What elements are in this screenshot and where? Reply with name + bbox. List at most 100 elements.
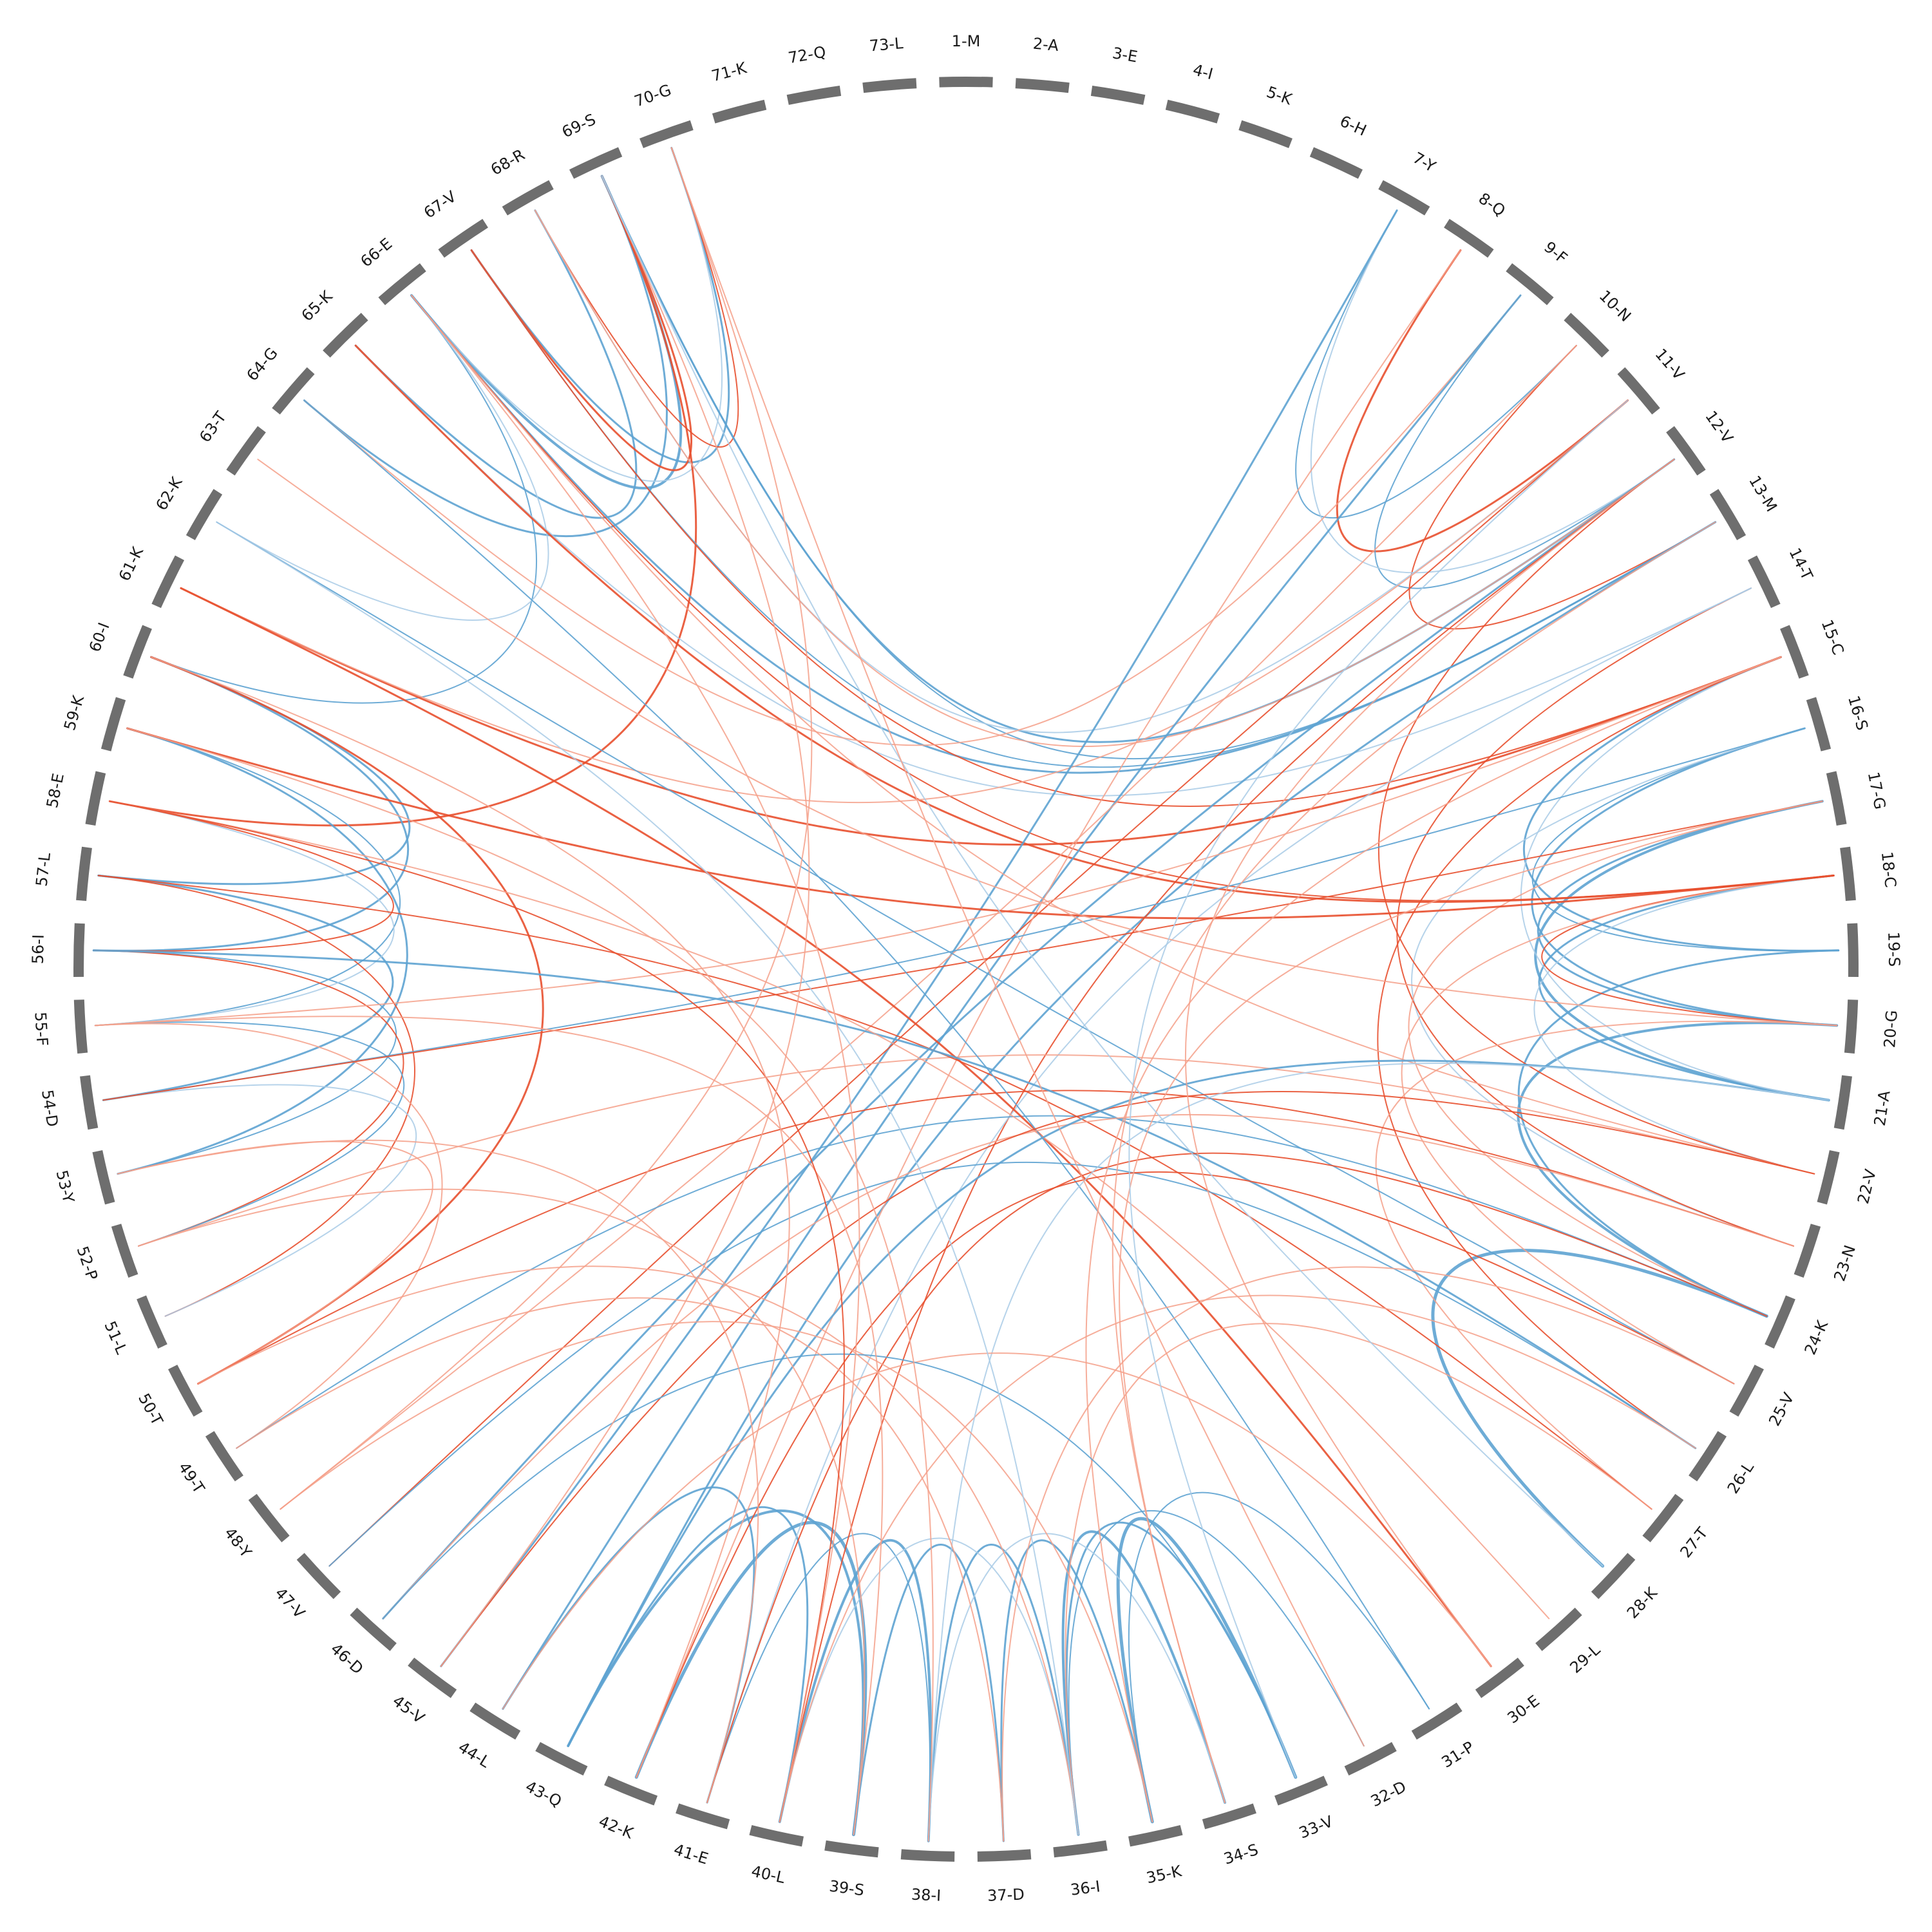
contact-link xyxy=(411,147,723,482)
residue-label: 19-S xyxy=(1884,931,1903,967)
residue-segment xyxy=(1617,367,1660,415)
residue-segments xyxy=(73,76,1859,1862)
residue-segment xyxy=(1729,1365,1764,1417)
contact-link xyxy=(601,175,1604,1567)
residue-segment xyxy=(226,426,266,476)
contact-link xyxy=(1061,1530,1226,1836)
contact-link xyxy=(1411,727,1806,1247)
residue-segment xyxy=(1847,923,1859,977)
contact-link xyxy=(93,949,404,1247)
residue-segment xyxy=(1780,625,1809,679)
residue-segment xyxy=(80,1075,99,1130)
residue-label: 37-D xyxy=(987,1885,1025,1904)
residue-segment xyxy=(1794,1224,1821,1278)
residue-label: 6-H xyxy=(1337,112,1369,140)
contact-link xyxy=(1378,459,1815,1175)
contact-link xyxy=(328,1161,1696,1567)
residue-segment xyxy=(1806,697,1832,752)
residue-segment xyxy=(205,1431,243,1482)
contact-link xyxy=(1116,1517,1298,1824)
residue-segment xyxy=(1826,771,1847,826)
residue-segment xyxy=(535,1741,588,1776)
residue-label: 14-T xyxy=(1786,545,1817,583)
residue-segment xyxy=(1238,120,1293,148)
residue-label: 40-L xyxy=(750,1862,787,1888)
residue-label: 62-K xyxy=(152,473,186,514)
contact-link xyxy=(126,727,1835,920)
contact-link xyxy=(567,1059,1830,1747)
residue-label: 46-D xyxy=(327,1640,367,1678)
contact-link xyxy=(1085,656,1782,1823)
residue-segment xyxy=(1506,263,1554,305)
residue-label: 43-Q xyxy=(522,1777,564,1811)
residue-segment xyxy=(100,697,126,752)
contact-link xyxy=(109,800,1550,1620)
contact-link xyxy=(440,1090,1815,1667)
residue-segment xyxy=(73,923,85,977)
residue-label: 55-F xyxy=(31,1011,51,1046)
residue-segment xyxy=(1747,555,1781,609)
contact-link xyxy=(97,875,394,1101)
residue-label: 47-V xyxy=(271,1584,308,1622)
contact-link xyxy=(180,587,1782,846)
contact-link xyxy=(1310,209,1675,574)
residue-segment xyxy=(111,1224,138,1278)
contact-link xyxy=(150,656,544,1385)
residue-segment xyxy=(749,1824,804,1847)
contact-link xyxy=(1408,800,1823,1317)
contact-link xyxy=(94,800,395,1027)
residue-label: 36-I xyxy=(1070,1877,1102,1899)
residue-label: 57-L xyxy=(33,851,55,887)
residue-segment xyxy=(1765,1295,1795,1349)
contact-link xyxy=(927,1544,1079,1842)
residue-label: 66-E xyxy=(357,234,395,270)
contact-link xyxy=(1401,875,1835,1385)
residue-label: 48-Y xyxy=(221,1524,256,1562)
residue-label: 27-T xyxy=(1677,1524,1712,1561)
contact-link xyxy=(534,209,1629,734)
residue-segment xyxy=(639,120,694,148)
residue-segment xyxy=(977,1849,1032,1862)
residue-label: 23-N xyxy=(1830,1243,1859,1283)
contact-link xyxy=(779,1294,1696,1823)
residue-segment xyxy=(1053,1840,1108,1858)
residue-segment xyxy=(502,180,554,216)
contact-link xyxy=(1119,800,1823,1803)
residue-segment xyxy=(378,263,426,305)
contact-link xyxy=(92,949,1697,1450)
residue-label: 4-I xyxy=(1191,61,1215,83)
residue-segment xyxy=(1165,99,1220,124)
residue-label: 30-E xyxy=(1504,1692,1543,1727)
contact-link xyxy=(1533,875,1835,1175)
contact-link xyxy=(257,459,1838,1027)
residue-label: 38-I xyxy=(911,1886,941,1905)
residue-segment xyxy=(1833,1075,1852,1130)
contact-link xyxy=(411,294,1835,902)
residue-label: 15-C xyxy=(1818,617,1848,657)
contact-link xyxy=(126,727,934,1842)
contact-link xyxy=(93,800,394,952)
contact-link xyxy=(150,656,790,1778)
residue-label: 5-K xyxy=(1264,83,1295,109)
contact-link xyxy=(636,249,1461,1778)
residue-segment xyxy=(862,78,917,93)
residue-segment xyxy=(1378,180,1430,216)
residue-label: 49-T xyxy=(175,1459,208,1497)
contact-link xyxy=(1408,345,1716,630)
contact-link xyxy=(1295,209,1577,519)
residue-label: 34-S xyxy=(1222,1841,1260,1868)
residue-label: 17-G xyxy=(1864,770,1889,811)
links-layer xyxy=(92,147,1840,1842)
residue-segment xyxy=(1202,1803,1256,1830)
contact-link xyxy=(382,458,1676,1620)
residue-label: 2-A xyxy=(1032,35,1060,55)
contact-link xyxy=(1336,249,1629,553)
contact-link xyxy=(303,175,668,537)
contact-link xyxy=(303,294,1521,746)
contact-link xyxy=(706,1533,931,1842)
residue-label: 53-Y xyxy=(52,1168,77,1204)
contact-link xyxy=(927,1063,1830,1842)
residue-segment xyxy=(92,1150,115,1205)
residue-label: 54-D xyxy=(38,1088,61,1128)
